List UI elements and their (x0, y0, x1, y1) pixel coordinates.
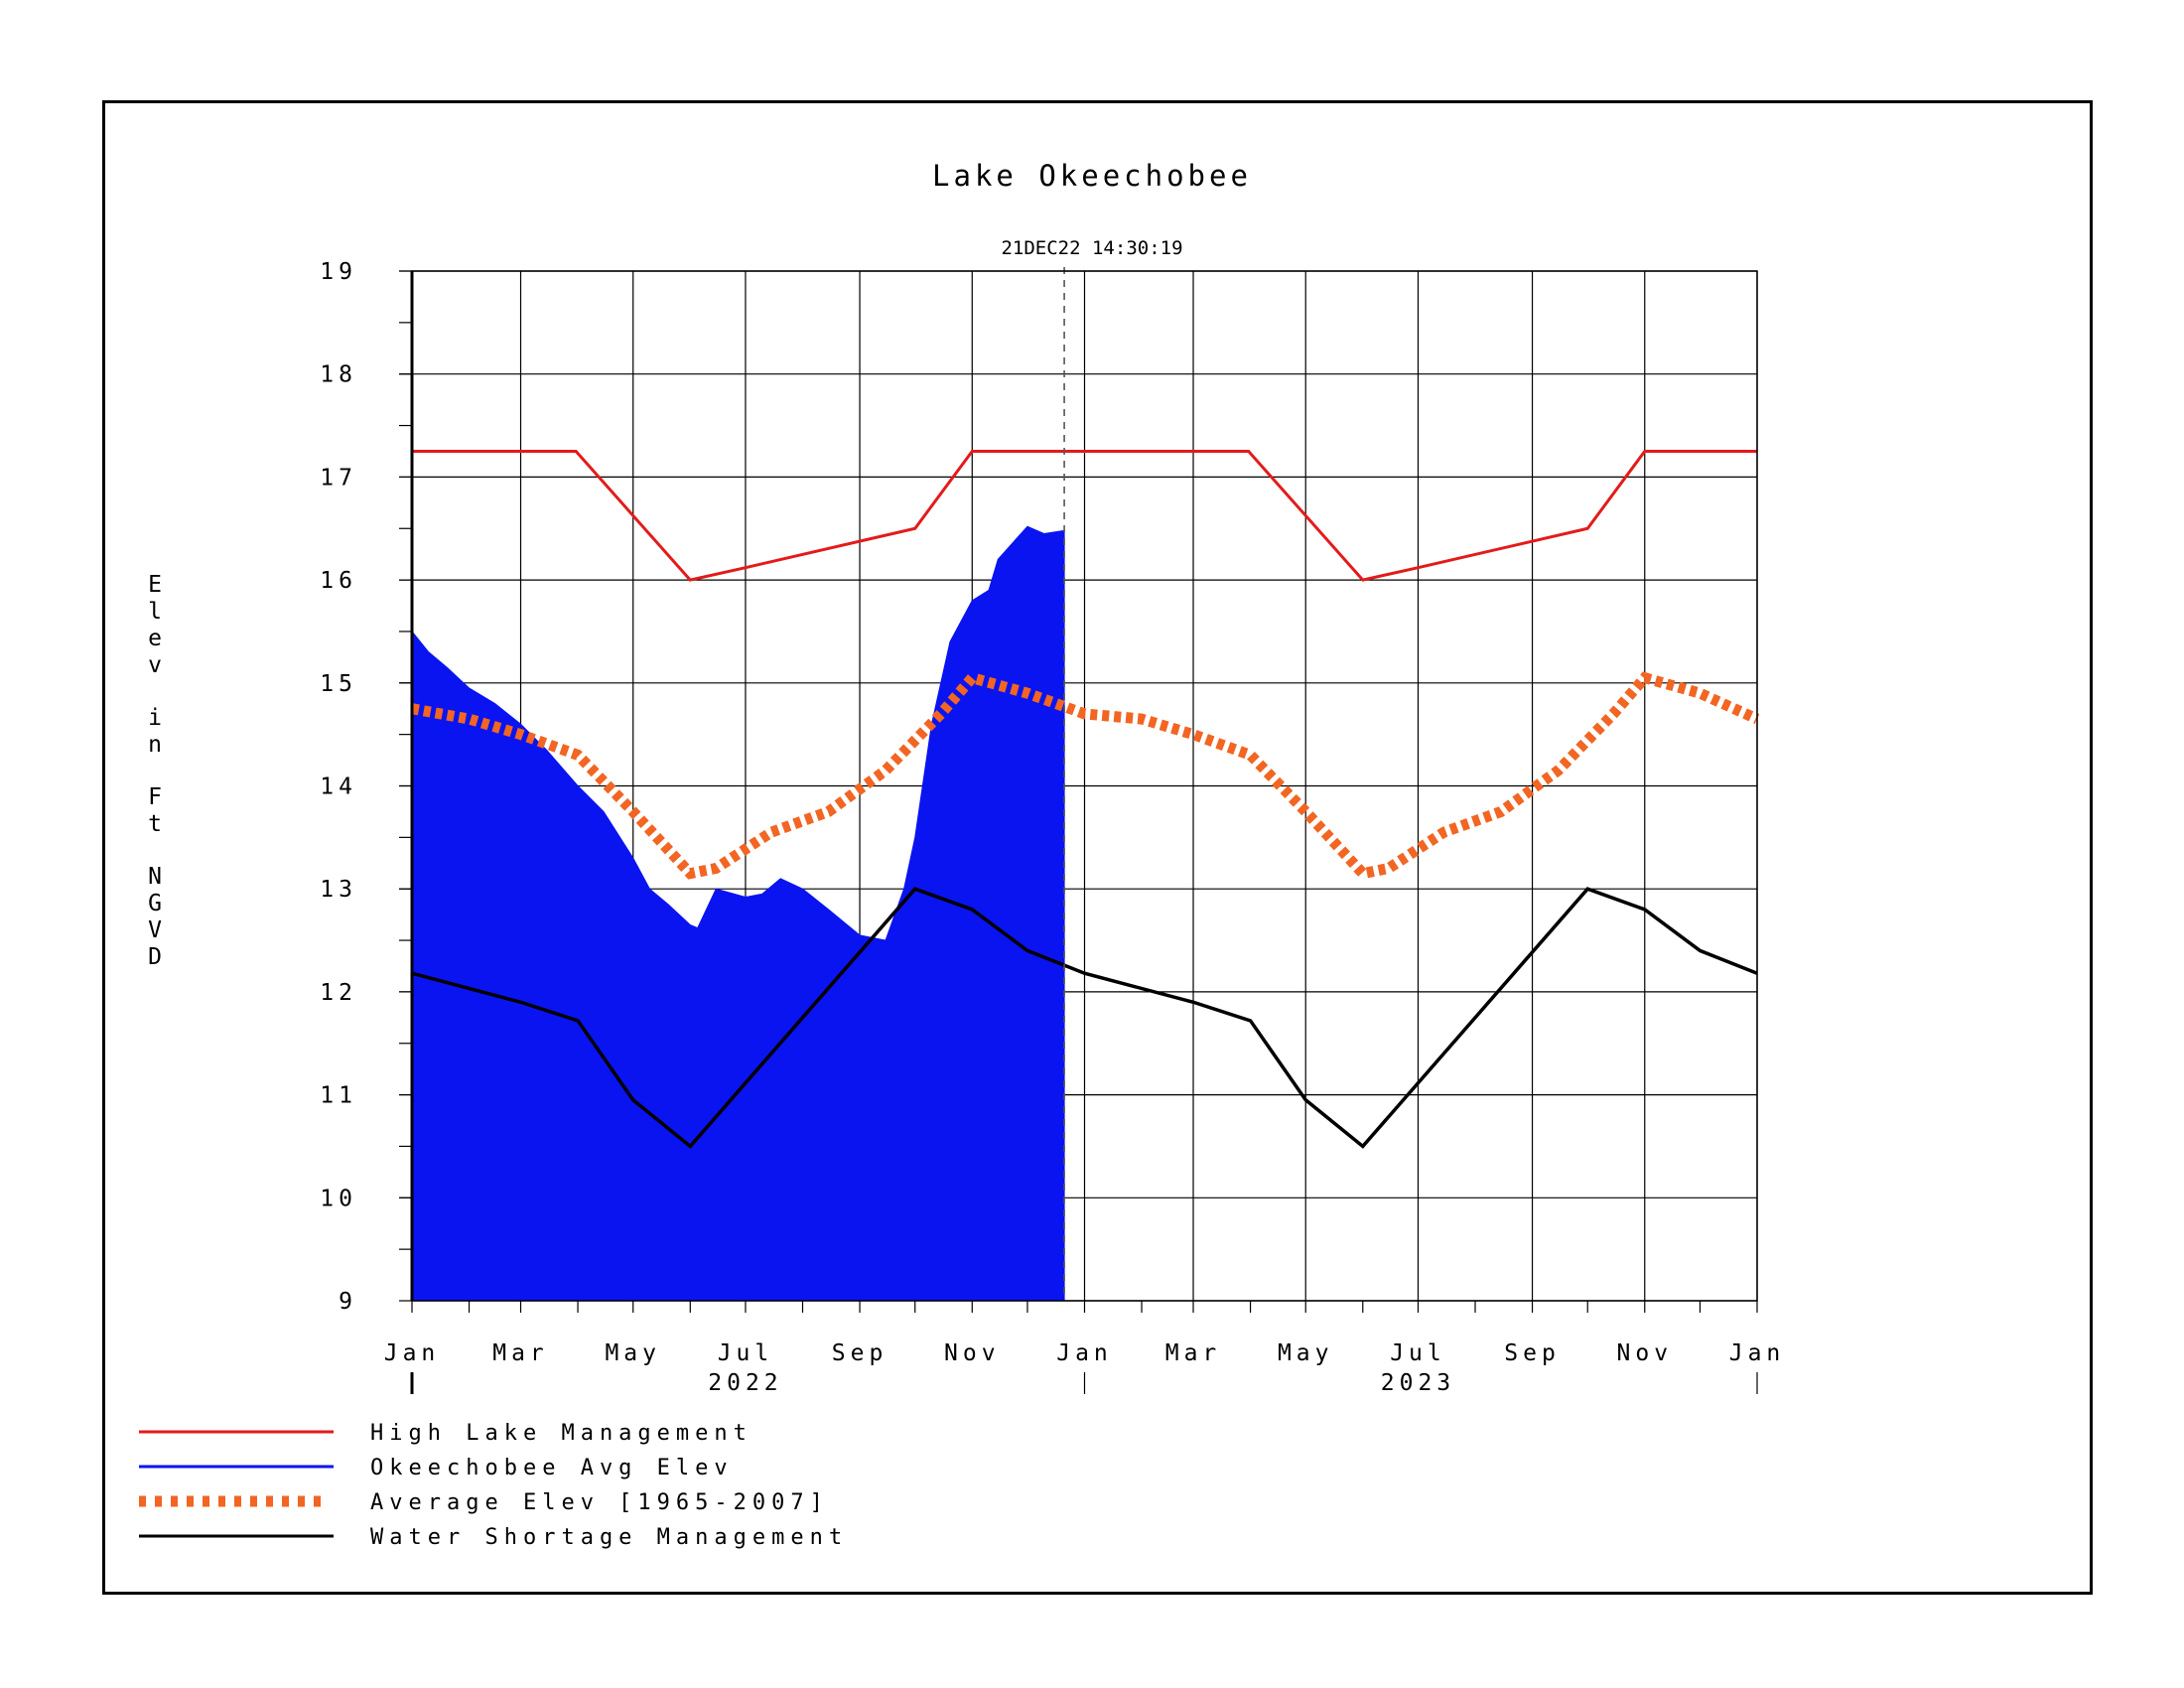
y-axis-label-char: v (148, 652, 162, 678)
y-axis-label-char: t (148, 811, 162, 837)
y-tick-label: 19 (320, 259, 357, 285)
y-axis-label-char: D (148, 944, 162, 970)
x-tick-label: Sep (1504, 1340, 1561, 1366)
y-tick-label: 11 (320, 1083, 357, 1109)
y-axis-label-char: e (148, 626, 162, 651)
y-tick-label: 12 (320, 980, 357, 1006)
legend-label: Water Shortage Management (370, 1525, 848, 1550)
y-tick-label: 15 (320, 671, 357, 697)
y-tick-label: 9 (339, 1289, 357, 1315)
timestamp-label: 21DEC22 14:30:19 (1001, 237, 1182, 259)
y-axis-label-char: n (148, 732, 162, 758)
y-tick-label: 10 (320, 1186, 357, 1211)
average-elev-line (411, 671, 1760, 880)
x-tick-label: Jan (384, 1340, 441, 1366)
y-axis-label-char: l (148, 599, 162, 625)
year-label: 2022 (708, 1370, 782, 1396)
y-axis-label-char: G (148, 891, 162, 916)
y-axis-label-char: N (148, 864, 162, 890)
x-tick-label: May (1278, 1340, 1334, 1366)
x-tick-label: Jul (1390, 1340, 1446, 1366)
legend-label: High Lake Management (370, 1421, 752, 1446)
chart-title: Lake Okeechobee (932, 159, 1252, 193)
y-axis-label-char: F (148, 784, 162, 810)
x-tick-label: Nov (944, 1340, 1001, 1366)
x-tick-label: Nov (1617, 1340, 1674, 1366)
legend-label: Okeechobee Avg Elev (370, 1456, 734, 1480)
x-tick-label: Jul (718, 1340, 774, 1366)
y-axis-label-char: i (148, 705, 162, 731)
x-tick-label: Sep (832, 1340, 888, 1366)
water-shortage-management-line (411, 887, 1758, 1149)
y-tick-label: 16 (320, 568, 357, 594)
chart-frame (102, 100, 2093, 1595)
legend-label: Average Elev [1965-2007] (370, 1490, 829, 1515)
y-axis-label-char: V (148, 917, 162, 943)
y-tick-label: 18 (320, 362, 357, 388)
year-label: 2023 (1381, 1370, 1455, 1396)
y-tick-label: 13 (320, 877, 357, 903)
y-axis-label-char: E (148, 572, 162, 598)
high-lake-management-line (412, 449, 1757, 582)
x-tick-label: Mar (492, 1340, 549, 1366)
x-tick-label: Jan (1056, 1340, 1113, 1366)
y-tick-label: 17 (320, 465, 357, 491)
x-tick-label: May (605, 1340, 661, 1366)
y-tick-label: 14 (320, 774, 357, 800)
okeechobee-avg-elev-area (411, 525, 1065, 1302)
x-tick-label: Mar (1165, 1340, 1222, 1366)
x-tick-label: Jan (1729, 1340, 1786, 1366)
